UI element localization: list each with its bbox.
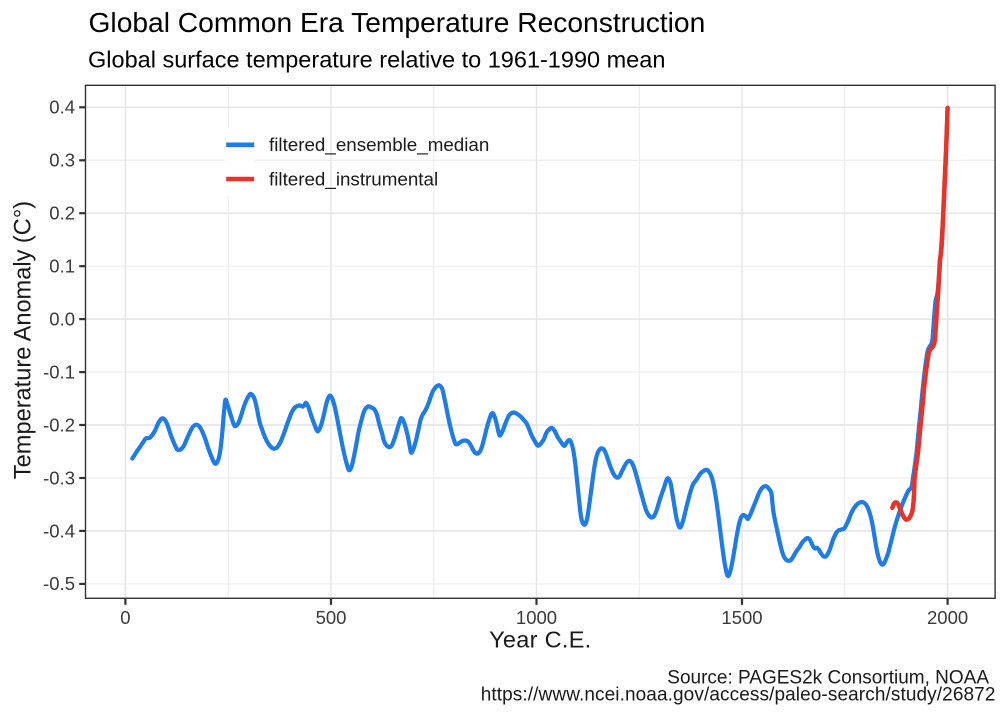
svg-text:0.2: 0.2 xyxy=(49,203,75,224)
svg-text:Global surface temperature rel: Global surface temperature relative to 1… xyxy=(88,46,665,72)
svg-text:0.4: 0.4 xyxy=(49,97,75,118)
svg-text:Year C.E.: Year C.E. xyxy=(489,627,591,653)
svg-text:-0.1: -0.1 xyxy=(43,361,75,382)
svg-text:1500: 1500 xyxy=(721,607,762,628)
svg-text:-0.3: -0.3 xyxy=(43,467,75,488)
svg-text:0.3: 0.3 xyxy=(49,150,75,171)
svg-text:Source: PAGES2k Consortium, NO: Source: PAGES2k Consortium, NOAA xyxy=(667,668,989,689)
svg-text:-0.2: -0.2 xyxy=(43,414,75,435)
svg-text:Global Common Era Temperature: Global Common Era Temperature Reconstruc… xyxy=(89,6,706,38)
svg-text:Temperature Anomaly (C°): Temperature Anomaly (C°) xyxy=(11,201,37,479)
svg-text:1000: 1000 xyxy=(516,607,557,628)
svg-text:0: 0 xyxy=(120,607,130,628)
svg-text:filtered_instrumental: filtered_instrumental xyxy=(269,168,438,190)
svg-text:0.0: 0.0 xyxy=(49,309,75,330)
svg-text:500: 500 xyxy=(316,607,347,628)
svg-text:-0.5: -0.5 xyxy=(43,573,75,594)
svg-text:0.1: 0.1 xyxy=(49,256,75,277)
svg-text:2000: 2000 xyxy=(927,607,968,628)
svg-text:filtered_ensemble_median: filtered_ensemble_median xyxy=(269,134,489,156)
svg-text:https://www.ncei.noaa.gov/acce: https://www.ncei.noaa.gov/access/paleo-s… xyxy=(481,685,996,706)
svg-text:-0.4: -0.4 xyxy=(43,520,75,541)
